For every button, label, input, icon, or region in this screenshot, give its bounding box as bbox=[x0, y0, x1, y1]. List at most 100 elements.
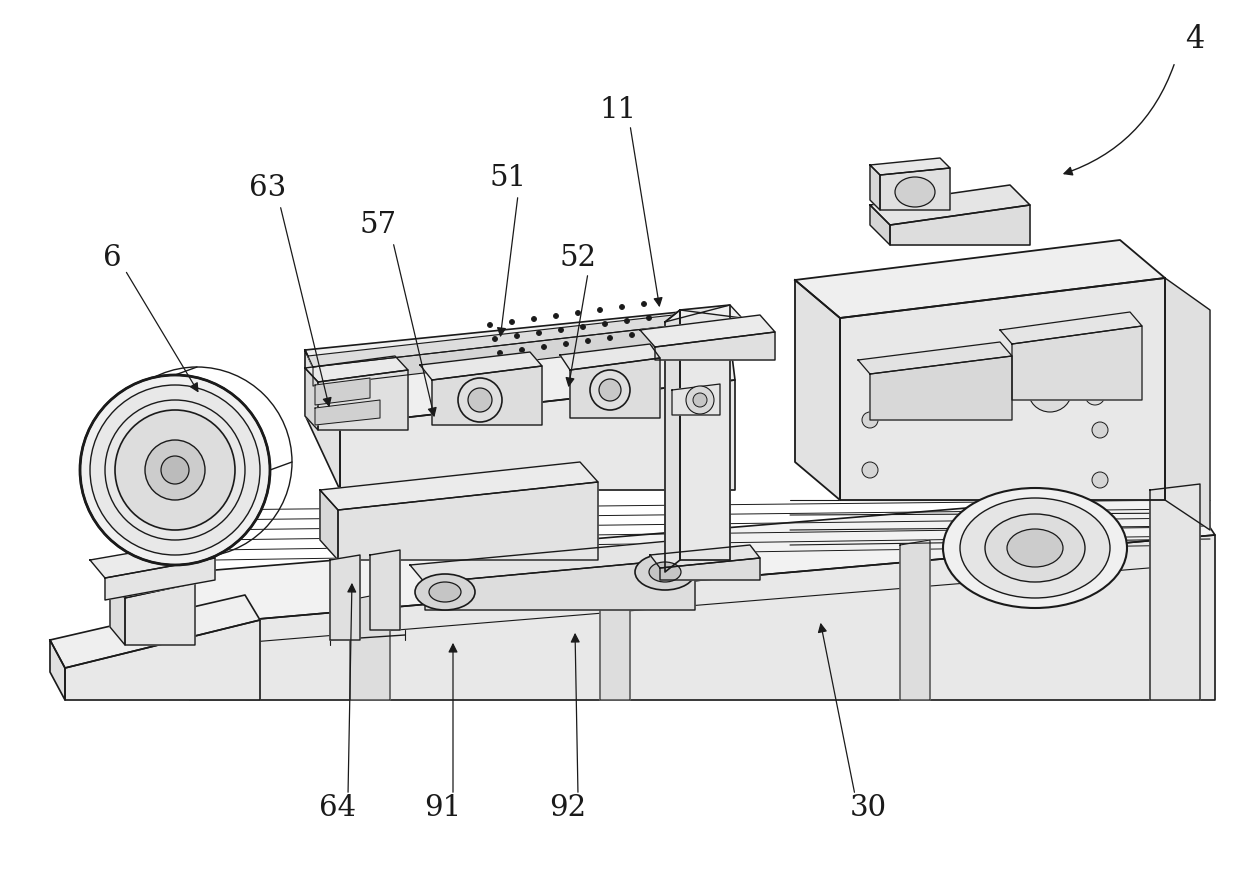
Ellipse shape bbox=[602, 321, 607, 327]
Polygon shape bbox=[870, 205, 890, 245]
Polygon shape bbox=[339, 380, 735, 490]
Text: 64: 64 bbox=[320, 794, 357, 822]
Ellipse shape bbox=[1028, 368, 1072, 412]
Polygon shape bbox=[105, 558, 216, 600]
Polygon shape bbox=[64, 620, 260, 700]
Ellipse shape bbox=[1007, 529, 1063, 567]
Polygon shape bbox=[795, 280, 840, 500]
Ellipse shape bbox=[652, 329, 657, 335]
Ellipse shape bbox=[161, 456, 190, 484]
Polygon shape bbox=[655, 332, 776, 360]
Ellipse shape bbox=[960, 498, 1110, 598]
Polygon shape bbox=[672, 384, 720, 415]
Ellipse shape bbox=[145, 440, 204, 500]
Polygon shape bbox=[315, 400, 380, 425]
Polygon shape bbox=[900, 540, 930, 700]
Ellipse shape bbox=[624, 319, 629, 323]
Polygon shape bbox=[318, 370, 408, 430]
Text: 51: 51 bbox=[489, 164, 527, 192]
Polygon shape bbox=[420, 352, 541, 380]
Polygon shape bbox=[840, 278, 1165, 500]
Ellipse shape bbox=[575, 311, 581, 315]
Ellipse shape bbox=[895, 177, 935, 207]
Ellipse shape bbox=[647, 315, 652, 320]
Polygon shape bbox=[570, 358, 660, 418]
Ellipse shape bbox=[541, 344, 546, 350]
Polygon shape bbox=[338, 482, 598, 560]
Polygon shape bbox=[309, 312, 705, 367]
Polygon shape bbox=[1150, 484, 1201, 700]
Ellipse shape bbox=[559, 328, 564, 333]
Ellipse shape bbox=[620, 304, 624, 310]
Ellipse shape bbox=[586, 338, 591, 344]
Polygon shape bbox=[665, 305, 742, 322]
Polygon shape bbox=[305, 356, 408, 382]
Polygon shape bbox=[370, 550, 400, 630]
Ellipse shape bbox=[597, 308, 602, 312]
Polygon shape bbox=[125, 583, 195, 645]
Ellipse shape bbox=[581, 325, 586, 329]
Polygon shape bbox=[560, 344, 660, 370]
Ellipse shape bbox=[862, 462, 878, 478]
Polygon shape bbox=[425, 558, 695, 610]
Ellipse shape bbox=[90, 385, 260, 555]
Text: 92: 92 bbox=[549, 794, 586, 822]
Text: 30: 30 bbox=[850, 794, 887, 822]
Ellipse shape bbox=[498, 351, 503, 355]
Ellipse shape bbox=[519, 347, 524, 352]
Ellipse shape bbox=[492, 336, 498, 342]
Ellipse shape bbox=[636, 554, 695, 590]
Polygon shape bbox=[155, 575, 190, 700]
Ellipse shape bbox=[115, 410, 235, 530]
Ellipse shape bbox=[487, 322, 492, 328]
Ellipse shape bbox=[509, 320, 514, 325]
Ellipse shape bbox=[938, 363, 961, 387]
Ellipse shape bbox=[468, 388, 492, 412]
Polygon shape bbox=[110, 565, 195, 598]
Ellipse shape bbox=[514, 334, 519, 338]
Text: 57: 57 bbox=[359, 211, 396, 239]
Ellipse shape bbox=[686, 386, 714, 414]
Polygon shape bbox=[90, 540, 216, 578]
Polygon shape bbox=[155, 490, 1215, 625]
Text: 4: 4 bbox=[1186, 25, 1204, 55]
Polygon shape bbox=[410, 540, 695, 583]
Ellipse shape bbox=[862, 412, 878, 428]
Ellipse shape bbox=[564, 342, 569, 346]
Polygon shape bbox=[680, 305, 730, 560]
Polygon shape bbox=[50, 640, 64, 700]
Ellipse shape bbox=[532, 317, 536, 321]
Polygon shape bbox=[349, 592, 390, 700]
Polygon shape bbox=[330, 555, 361, 640]
Polygon shape bbox=[795, 240, 1165, 318]
Text: 6: 6 bbox=[103, 244, 121, 272]
Text: 11: 11 bbox=[600, 96, 637, 124]
Polygon shape bbox=[660, 558, 760, 580]
Polygon shape bbox=[600, 564, 629, 700]
Polygon shape bbox=[641, 315, 776, 347]
Polygon shape bbox=[857, 342, 1012, 374]
Polygon shape bbox=[870, 165, 880, 210]
Polygon shape bbox=[1000, 312, 1142, 344]
Ellipse shape bbox=[1092, 422, 1108, 438]
Polygon shape bbox=[665, 310, 680, 572]
Ellipse shape bbox=[429, 582, 461, 602]
Text: 91: 91 bbox=[425, 794, 462, 822]
Polygon shape bbox=[650, 545, 760, 568]
Polygon shape bbox=[1012, 326, 1142, 400]
Ellipse shape bbox=[943, 488, 1127, 608]
Polygon shape bbox=[870, 356, 1012, 420]
Ellipse shape bbox=[985, 514, 1085, 582]
Ellipse shape bbox=[415, 574, 475, 610]
Polygon shape bbox=[110, 580, 125, 645]
Polygon shape bbox=[870, 185, 1030, 225]
Polygon shape bbox=[313, 322, 705, 386]
Polygon shape bbox=[880, 168, 950, 210]
Ellipse shape bbox=[607, 336, 612, 341]
Ellipse shape bbox=[81, 375, 270, 565]
Ellipse shape bbox=[629, 333, 634, 337]
Ellipse shape bbox=[642, 302, 647, 306]
Text: 63: 63 bbox=[249, 174, 286, 202]
Polygon shape bbox=[315, 378, 370, 405]
Ellipse shape bbox=[693, 393, 707, 407]
